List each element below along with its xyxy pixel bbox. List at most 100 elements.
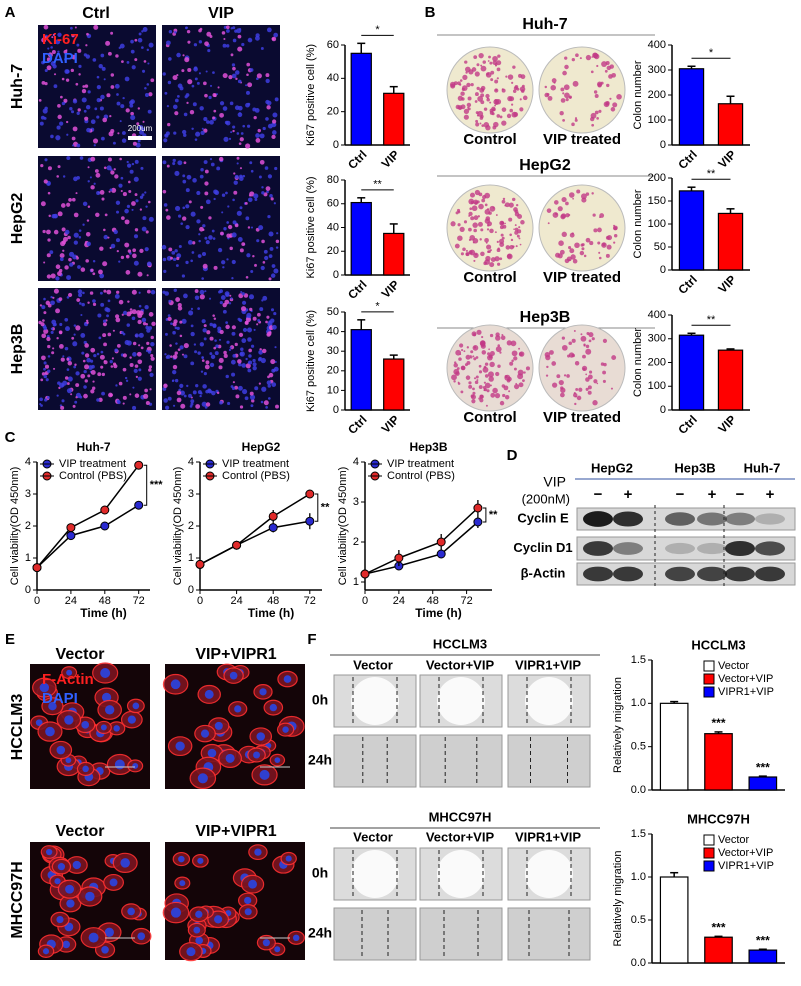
colony — [563, 374, 567, 377]
cell-dot — [55, 135, 61, 141]
cell-dot — [96, 75, 100, 79]
scratch-glow — [437, 850, 485, 898]
colony — [518, 347, 521, 350]
cell-dot — [247, 102, 251, 106]
colony — [466, 82, 471, 88]
cell-dot — [109, 115, 112, 118]
cell-dot — [102, 319, 107, 323]
cell-dot — [125, 270, 131, 275]
scratch-bg — [419, 907, 503, 961]
cell-dot — [196, 219, 201, 224]
y-tick-label: 0 — [660, 139, 666, 151]
cell-dot — [253, 116, 257, 120]
cell-dot — [61, 227, 66, 232]
cell-dot — [120, 255, 125, 260]
cell-dot — [52, 33, 56, 37]
scratch-image — [507, 847, 591, 901]
column-label: VIPR1+VIP — [515, 829, 581, 844]
cell-dot — [56, 175, 59, 178]
cell-dot — [174, 351, 178, 355]
cell-dot — [223, 37, 226, 41]
cell-dot — [196, 81, 200, 85]
colony — [496, 67, 501, 72]
cell-dot — [43, 367, 46, 371]
cell-dot — [73, 232, 79, 238]
colony — [563, 84, 570, 91]
colony — [596, 382, 599, 385]
colony — [475, 122, 480, 127]
cell-dot — [202, 384, 207, 389]
colony — [569, 248, 575, 254]
cell-dot — [95, 212, 100, 218]
cell-dot — [225, 321, 229, 325]
cell-dot — [175, 297, 181, 302]
cell-dot — [50, 134, 54, 139]
colony — [515, 382, 518, 385]
colony — [502, 197, 506, 201]
colony — [473, 215, 479, 221]
x-tick-label: Ctrl — [675, 412, 700, 437]
cell-dot — [244, 320, 249, 325]
cell-dot — [205, 70, 208, 73]
significance-label: ** — [373, 179, 382, 191]
cell-dot — [138, 32, 142, 36]
cell-dot — [192, 178, 197, 183]
colony — [581, 197, 587, 203]
cell-dot — [46, 274, 52, 279]
colony — [519, 107, 524, 112]
nucleus — [244, 908, 252, 916]
row-label: HCCLM3 — [9, 694, 26, 761]
cell-dot — [266, 190, 269, 194]
cell-dot — [259, 307, 264, 312]
colony — [582, 354, 586, 359]
cell-dot — [182, 174, 186, 178]
cell-dot — [145, 400, 150, 406]
cell-dot — [270, 318, 275, 323]
legend-swatch — [703, 847, 715, 859]
colony — [494, 79, 499, 84]
significance-label: *** — [756, 760, 770, 774]
cell-dot — [177, 214, 182, 218]
colony — [459, 226, 465, 232]
colony — [478, 364, 482, 368]
colony — [496, 240, 499, 243]
y-tick-label: 40 — [327, 326, 339, 338]
cell-dot — [209, 352, 213, 356]
cell-dot — [243, 293, 249, 298]
dish-label: VIP treated — [543, 269, 621, 286]
cell-dot — [274, 361, 277, 364]
cell-dot — [244, 201, 248, 205]
cell-dot — [67, 360, 73, 366]
cell-dot — [210, 354, 216, 360]
cell-dot — [147, 62, 150, 65]
colony — [510, 340, 517, 347]
cell-dot — [184, 57, 190, 63]
cell-dot — [172, 369, 177, 375]
cell-dot — [84, 343, 89, 348]
cell-dot — [39, 397, 43, 402]
cell-dot — [109, 168, 113, 172]
cell-dot — [172, 330, 176, 335]
colony — [477, 95, 484, 102]
colony — [497, 344, 501, 347]
column-label: VIP — [208, 5, 234, 22]
cell-dot — [214, 351, 219, 356]
cell-dot — [133, 234, 139, 239]
cell-dot — [116, 101, 121, 106]
cell-dot — [81, 302, 85, 307]
cell-dot — [99, 106, 104, 111]
cell-dot — [180, 403, 186, 409]
lane-sign: − — [594, 486, 603, 503]
nucleus — [100, 724, 107, 731]
cell-dot — [150, 354, 154, 358]
cell-dot — [136, 122, 140, 126]
cell-dot — [82, 359, 86, 363]
column-label: Vector — [353, 829, 393, 844]
point — [195, 559, 205, 569]
cell-dot — [84, 353, 90, 358]
cell-dot — [46, 369, 51, 373]
cell-dot — [122, 353, 127, 358]
colony — [587, 390, 592, 395]
cell-dot — [48, 214, 51, 218]
cell-dot — [42, 319, 45, 322]
